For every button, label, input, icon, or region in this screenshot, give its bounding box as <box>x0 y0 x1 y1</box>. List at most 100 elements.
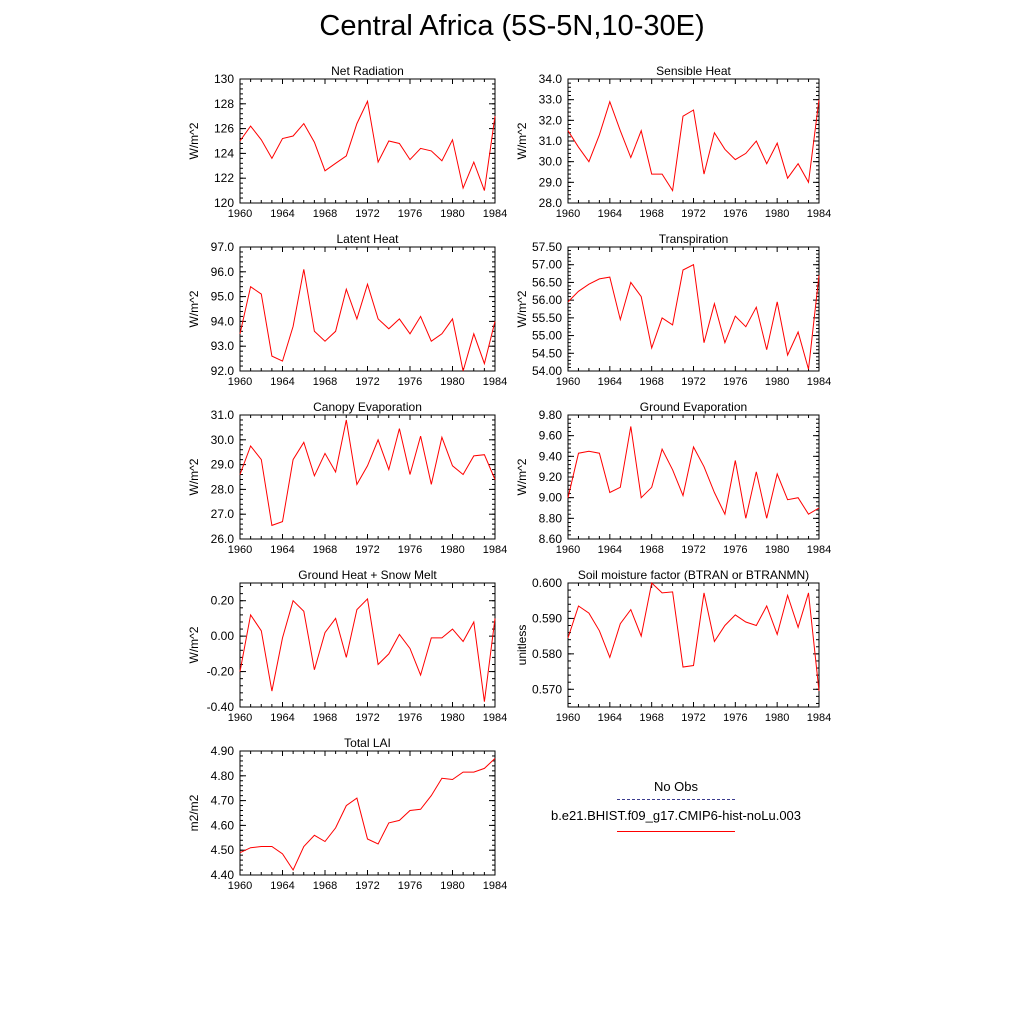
y-tick-label: 0.600 <box>532 576 562 590</box>
y-tick-label: 97.0 <box>211 240 235 254</box>
y-axis-label: W/m^2 <box>187 626 201 663</box>
y-tick-label: -0.40 <box>207 700 235 714</box>
x-tick-label: 1972 <box>681 208 705 220</box>
x-tick-label: 1960 <box>228 376 252 388</box>
y-tick-label: 55.50 <box>532 311 562 325</box>
y-tick-label: 96.0 <box>211 265 235 279</box>
x-tick-label: 1968 <box>313 544 337 556</box>
y-tick-label: 30.0 <box>211 433 235 447</box>
series-line <box>239 597 496 702</box>
x-tick-label: 1968 <box>639 208 663 220</box>
y-tick-label: 8.60 <box>539 532 563 546</box>
y-axis-label: W/m^2 <box>187 290 201 327</box>
y-tick-label: 28.0 <box>539 196 563 210</box>
y-tick-label: 8.80 <box>539 511 563 525</box>
x-tick-label: 1972 <box>355 376 379 388</box>
x-tick-label: 1976 <box>723 208 747 220</box>
y-tick-label: 4.50 <box>211 843 235 857</box>
x-tick-label: 1972 <box>355 880 379 892</box>
y-tick-label: 130 <box>214 72 234 86</box>
legend-obs-line <box>617 799 735 800</box>
series-line <box>239 758 496 872</box>
x-tick-label: 1972 <box>355 712 379 724</box>
y-tick-label: 120 <box>214 196 234 210</box>
x-tick-label: 1960 <box>228 544 252 556</box>
chart-panel: Total LAI m2/m2 1960 1964 1968 1972 1976 1980 19… <box>187 736 507 892</box>
x-tick-label: 1972 <box>681 544 705 556</box>
x-tick-label: 1980 <box>440 544 464 556</box>
x-tick-label: 1976 <box>723 544 747 556</box>
y-tick-label: 29.0 <box>211 458 235 472</box>
series-line <box>567 582 820 692</box>
y-axis-label: W/m^2 <box>515 458 529 495</box>
y-tick-label: 0.00 <box>211 629 235 643</box>
y-tick-label: 27.0 <box>211 507 235 521</box>
x-tick-label: 1980 <box>765 376 789 388</box>
x-tick-label: 1984 <box>483 208 507 220</box>
y-tick-label: 57.50 <box>532 240 562 254</box>
legend: No Obs b.e21.BHIST.f09_g17.CMIP6-hist-no… <box>530 778 822 832</box>
x-tick-label: 1980 <box>440 880 464 892</box>
x-tick-label: 1964 <box>598 208 622 220</box>
x-tick-label: 1960 <box>556 712 580 724</box>
panel-title: Total LAI <box>344 736 391 750</box>
y-tick-label: 26.0 <box>211 532 235 546</box>
page-title: Central Africa (5S-5N,10-30E) <box>319 10 705 42</box>
x-tick-label: 1984 <box>807 208 831 220</box>
y-axis-label: m2/m2 <box>187 794 201 831</box>
y-tick-label: 54.50 <box>532 346 562 360</box>
y-tick-label: 29.0 <box>539 175 563 189</box>
y-tick-label: 9.80 <box>539 408 563 422</box>
series-line <box>567 99 820 193</box>
x-tick-label: 1984 <box>483 712 507 724</box>
y-tick-label: 0.570 <box>532 682 562 696</box>
x-tick-label: 1968 <box>313 208 337 220</box>
x-tick-label: 1972 <box>355 208 379 220</box>
x-tick-label: 1984 <box>807 712 831 724</box>
y-tick-label: 0.580 <box>532 647 562 661</box>
x-tick-label: 1984 <box>483 376 507 388</box>
y-tick-label: 31.0 <box>539 134 563 148</box>
x-tick-label: 1984 <box>807 544 831 556</box>
x-tick-label: 1964 <box>270 880 294 892</box>
panel-title: Canopy Evaporation <box>313 400 422 414</box>
y-tick-label: 128 <box>214 97 234 111</box>
x-tick-label: 1964 <box>270 376 294 388</box>
series-line <box>567 263 820 370</box>
y-tick-label: 9.60 <box>539 429 563 443</box>
x-tick-label: 1968 <box>639 376 663 388</box>
x-tick-label: 1968 <box>313 376 337 388</box>
chart-panel: Sensible Heat W/m^2 1960 1964 1968 1972 1976 19… <box>515 64 831 220</box>
y-tick-label: 122 <box>214 171 234 185</box>
panel-title: Transpiration <box>659 232 729 246</box>
y-tick-label: 4.90 <box>211 744 235 758</box>
y-tick-label: 32.0 <box>539 113 563 127</box>
y-tick-label: 31.0 <box>211 408 235 422</box>
x-tick-label: 1960 <box>228 208 252 220</box>
x-tick-label: 1980 <box>440 712 464 724</box>
x-tick-label: 1960 <box>556 544 580 556</box>
x-tick-label: 1980 <box>440 208 464 220</box>
panel-title: Ground Heat + Snow Melt <box>298 568 437 582</box>
x-tick-label: 1964 <box>270 712 294 724</box>
chart-panel: Canopy Evaporation W/m^2 1960 1964 1968 1972 1… <box>187 400 507 556</box>
legend-model-label: b.e21.BHIST.f09_g17.CMIP6-hist-noLu.003 <box>550 808 802 823</box>
y-axis-label: W/m^2 <box>515 122 529 159</box>
x-tick-label: 1968 <box>313 712 337 724</box>
y-axis-label: W/m^2 <box>187 458 201 495</box>
x-tick-label: 1972 <box>681 712 705 724</box>
series-line <box>239 269 496 372</box>
x-tick-label: 1964 <box>598 544 622 556</box>
x-tick-label: 1972 <box>355 544 379 556</box>
y-tick-label: 94.0 <box>211 314 235 328</box>
x-tick-label: 1960 <box>556 376 580 388</box>
x-tick-label: 1976 <box>398 880 422 892</box>
x-tick-label: 1980 <box>765 712 789 724</box>
y-tick-label: 33.0 <box>539 93 563 107</box>
y-tick-label: 28.0 <box>211 482 235 496</box>
x-tick-label: 1960 <box>228 712 252 724</box>
x-tick-label: 1964 <box>270 544 294 556</box>
chart-panel: Transpiration W/m^2 1960 1964 1968 1972 1976 19… <box>515 232 831 388</box>
y-tick-label: 93.0 <box>211 339 235 353</box>
